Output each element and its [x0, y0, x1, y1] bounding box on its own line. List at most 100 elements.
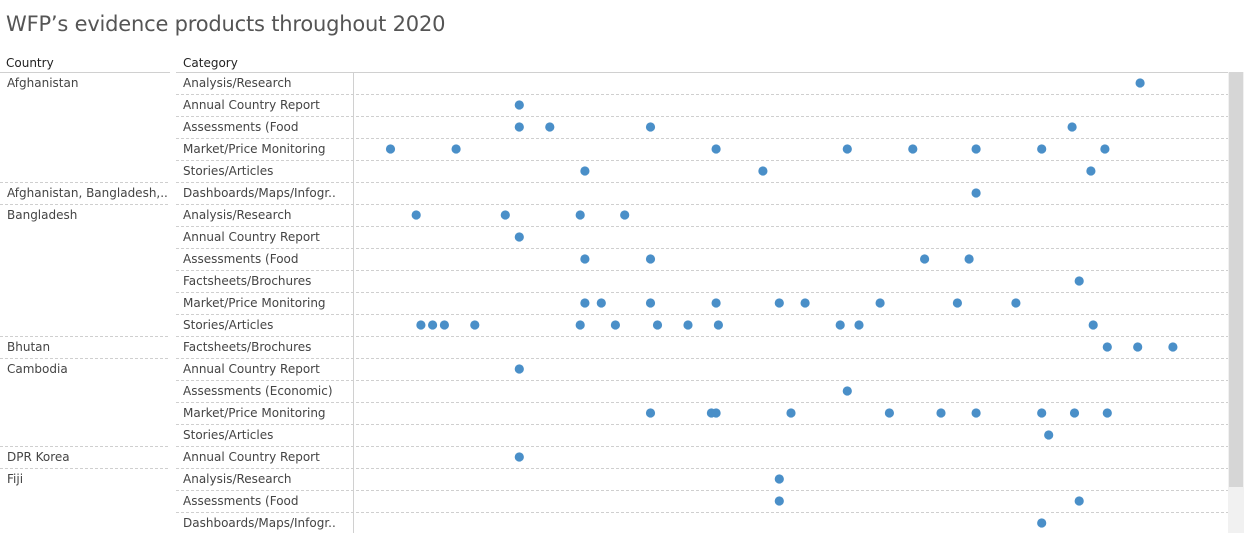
category-label: Dashboards/Maps/Infogr.. — [183, 186, 336, 200]
category-label: Annual Country Report — [183, 98, 320, 112]
category-label: Assessments (Food — [183, 252, 299, 266]
data-point[interactable] — [645, 408, 656, 418]
data-point[interactable] — [411, 210, 421, 220]
country-label: Fiji — [7, 472, 23, 486]
dot-layer[interactable] — [385, 78, 1178, 528]
data-point[interactable] — [936, 408, 946, 418]
data-point[interactable] — [1086, 166, 1096, 176]
data-point[interactable] — [774, 474, 784, 484]
data-point[interactable] — [1133, 342, 1143, 352]
data-point[interactable] — [774, 496, 784, 506]
data-point[interactable] — [1037, 518, 1047, 528]
data-point[interactable] — [514, 122, 524, 132]
data-point[interactable] — [964, 254, 974, 264]
data-point[interactable] — [952, 298, 963, 308]
data-point[interactable] — [875, 298, 885, 308]
data-point[interactable] — [1067, 122, 1077, 132]
vertical-scrollbar[interactable] — [1228, 72, 1244, 533]
data-point[interactable] — [1069, 408, 1080, 418]
data-point[interactable] — [842, 144, 852, 154]
data-point[interactable] — [596, 298, 606, 308]
category-label: Dashboards/Maps/Infogr.. — [183, 516, 336, 530]
data-point[interactable] — [1037, 408, 1047, 418]
data-point[interactable] — [575, 210, 585, 220]
data-point[interactable] — [1037, 144, 1047, 154]
data-point[interactable] — [451, 144, 461, 154]
category-label: Annual Country Report — [183, 230, 320, 244]
data-point[interactable] — [971, 188, 981, 198]
category-label: Assessments (Economic) — [183, 384, 333, 398]
category-label: Market/Price Monitoring — [183, 406, 326, 420]
data-point[interactable] — [854, 320, 864, 330]
data-point[interactable] — [1100, 144, 1110, 154]
chart-title: WFP’s evidence products throughout 2020 — [6, 12, 446, 36]
data-point[interactable] — [711, 298, 721, 308]
data-point[interactable] — [416, 320, 426, 330]
category-label: Assessments (Food — [183, 494, 299, 508]
country-label: DPR Korea — [7, 450, 70, 464]
data-point[interactable] — [385, 144, 396, 154]
data-point[interactable] — [1074, 496, 1084, 506]
data-point[interactable] — [620, 210, 630, 220]
category-label: Factsheets/Brochures — [183, 340, 311, 354]
data-point[interactable] — [971, 144, 981, 154]
data-point[interactable] — [514, 100, 524, 110]
data-point[interactable] — [1088, 320, 1098, 330]
data-point[interactable] — [1135, 78, 1145, 88]
data-point[interactable] — [610, 320, 621, 330]
data-point[interactable] — [908, 144, 918, 154]
data-point[interactable] — [580, 254, 590, 264]
category-label: Market/Price Monitoring — [183, 142, 326, 156]
data-point[interactable] — [580, 166, 590, 176]
category-label: Assessments (Food — [183, 120, 299, 134]
data-point[interactable] — [439, 320, 449, 330]
data-point[interactable] — [971, 408, 981, 418]
data-point[interactable] — [1102, 342, 1112, 352]
data-point[interactable] — [514, 232, 524, 242]
data-point[interactable] — [1168, 342, 1178, 352]
data-point[interactable] — [683, 320, 693, 330]
data-point[interactable] — [713, 320, 724, 330]
data-point[interactable] — [835, 320, 845, 330]
data-point[interactable] — [884, 408, 895, 418]
data-point[interactable] — [645, 122, 656, 132]
data-point[interactable] — [800, 298, 810, 308]
data-point[interactable] — [920, 254, 930, 264]
data-point[interactable] — [1044, 430, 1054, 440]
category-label: Factsheets/Brochures — [183, 274, 311, 288]
data-point[interactable] — [1011, 298, 1021, 308]
data-point[interactable] — [580, 298, 590, 308]
data-point[interactable] — [786, 408, 796, 418]
data-point[interactable] — [645, 298, 656, 308]
category-label: Annual Country Report — [183, 362, 320, 376]
data-point[interactable] — [575, 320, 585, 330]
data-point[interactable] — [545, 122, 555, 132]
data-point[interactable] — [652, 320, 663, 330]
data-point[interactable] — [470, 320, 480, 330]
data-point[interactable] — [711, 144, 721, 154]
scrollbar-thumb[interactable] — [1229, 72, 1243, 487]
category-label: Analysis/Research — [183, 208, 292, 222]
grid-layer — [0, 72, 1228, 533]
data-point[interactable] — [774, 298, 784, 308]
country-label: Bangladesh — [7, 208, 77, 222]
category-label: Stories/Articles — [183, 164, 273, 178]
country-label: Afghanistan, Bangladesh,.. — [7, 186, 168, 200]
data-point[interactable] — [758, 166, 768, 176]
data-point[interactable] — [500, 210, 510, 220]
data-point[interactable] — [514, 364, 524, 374]
data-point[interactable] — [428, 320, 438, 330]
category-label: Analysis/Research — [183, 472, 292, 486]
category-label: Stories/Articles — [183, 428, 273, 442]
data-point[interactable] — [842, 386, 852, 396]
category-label: Annual Country Report — [183, 450, 320, 464]
data-point[interactable] — [1074, 276, 1084, 286]
category-column-header: Category — [183, 56, 238, 70]
data-point[interactable] — [645, 254, 656, 264]
data-point[interactable] — [514, 452, 524, 462]
country-column-header: Country — [6, 56, 54, 70]
category-label: Stories/Articles — [183, 318, 273, 332]
data-point[interactable] — [1102, 408, 1112, 418]
data-point[interactable] — [711, 408, 721, 418]
